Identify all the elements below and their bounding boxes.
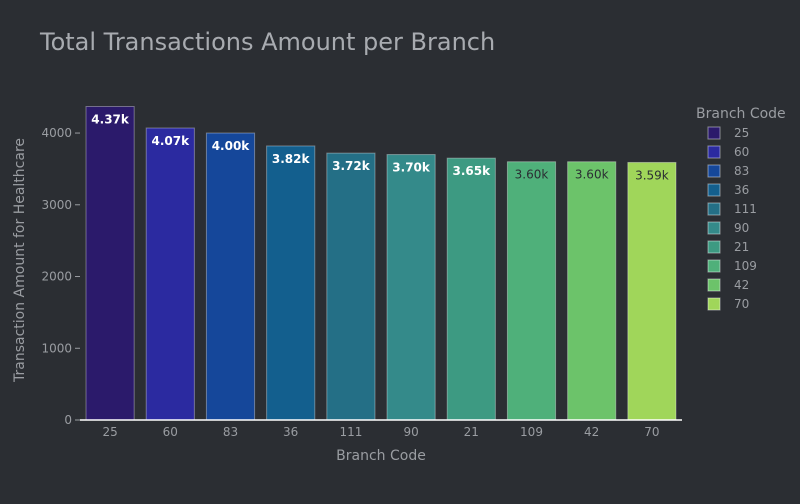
bar-42 bbox=[567, 161, 617, 421]
bars: 4.37k 4.07k 4.00k 3.82k 3.72k 3.70k 3.65k 3.60k… bbox=[85, 106, 677, 421]
bar-data-label: 3.65k bbox=[453, 164, 492, 178]
x-tick-label: 83 bbox=[223, 425, 238, 439]
x-tick-label: 36 bbox=[283, 425, 298, 439]
legend-swatch-90 bbox=[707, 221, 721, 235]
bar-25 bbox=[85, 106, 135, 421]
y-tick-label: 4000 bbox=[41, 126, 72, 140]
y-axis-label: Transaction Amount for Healthcare bbox=[12, 138, 28, 383]
bar-data-label: 3.82k bbox=[272, 152, 311, 166]
legend-swatch-70 bbox=[707, 297, 721, 311]
legend-swatch-111 bbox=[707, 202, 721, 216]
x-tick-label: 111 bbox=[339, 425, 362, 439]
bar-70 bbox=[627, 161, 677, 421]
x-tick-label: 25 bbox=[102, 425, 117, 439]
legend: 25 60 83 36 111 90 21 109 42 70 bbox=[707, 126, 757, 311]
x-axis-label: Branch Code bbox=[336, 448, 426, 464]
bar-21 bbox=[446, 157, 496, 421]
bar-data-label: 3.70k bbox=[392, 161, 431, 175]
legend-swatch-42 bbox=[707, 278, 721, 292]
legend-item-label: 70 bbox=[734, 297, 749, 311]
y-tick-label: 2000 bbox=[41, 270, 72, 284]
legend-item-label: 83 bbox=[734, 164, 749, 178]
bar-90 bbox=[386, 154, 436, 421]
y-tick-label: 0 bbox=[64, 413, 72, 427]
legend-swatch-83 bbox=[707, 164, 721, 178]
bar-36 bbox=[266, 145, 316, 421]
bar-data-label: 4.00k bbox=[212, 139, 251, 153]
x-tick-label: 109 bbox=[520, 425, 543, 439]
legend-swatch-109 bbox=[707, 259, 721, 273]
legend-item-label: 90 bbox=[734, 221, 749, 235]
x-tick-label: 60 bbox=[163, 425, 178, 439]
x-tick-label: 70 bbox=[644, 425, 659, 439]
y-tick-label: 1000 bbox=[41, 341, 72, 355]
x-tick-label: 42 bbox=[584, 425, 599, 439]
bar-data-label: 4.07k bbox=[152, 134, 191, 148]
bar-111 bbox=[326, 152, 376, 421]
legend-item-label: 36 bbox=[734, 183, 749, 197]
legend-item-label: 42 bbox=[734, 278, 749, 292]
bar-data-label: 3.59k bbox=[635, 168, 669, 182]
legend-item-label: 109 bbox=[734, 259, 757, 273]
bar-data-label: 3.72k bbox=[332, 159, 371, 173]
legend-title: Branch Code bbox=[696, 106, 786, 122]
y-tick-label: 3000 bbox=[41, 198, 72, 212]
x-tick-label: 90 bbox=[403, 425, 418, 439]
y-axis: 0 1000 2000 3000 4000 bbox=[41, 126, 80, 427]
chart-title: Total Transactions Amount per Branch bbox=[39, 28, 495, 56]
bar-data-label: 3.60k bbox=[515, 168, 549, 182]
legend-swatch-36 bbox=[707, 183, 721, 197]
bar-data-label: 3.60k bbox=[575, 168, 609, 182]
bar-109 bbox=[506, 161, 557, 421]
legend-item-label: 21 bbox=[734, 240, 749, 254]
bar-data-label: 4.37k bbox=[91, 113, 130, 127]
x-tick-label: 21 bbox=[464, 425, 479, 439]
legend-item-label: 111 bbox=[734, 202, 757, 216]
legend-swatch-60 bbox=[707, 145, 721, 159]
x-axis: 25 60 83 36 111 90 21 109 42 70 bbox=[102, 425, 659, 439]
legend-swatch-21 bbox=[707, 240, 721, 254]
bar-83 bbox=[205, 132, 256, 421]
legend-swatch-25 bbox=[707, 126, 721, 140]
legend-item-label: 25 bbox=[734, 126, 749, 140]
bar-60 bbox=[145, 127, 195, 421]
legend-item-label: 60 bbox=[734, 145, 749, 159]
